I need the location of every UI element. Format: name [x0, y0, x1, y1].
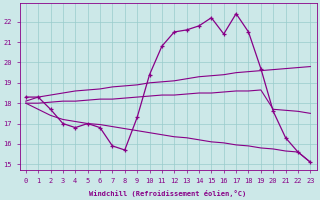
- X-axis label: Windchill (Refroidissement éolien,°C): Windchill (Refroidissement éolien,°C): [90, 190, 247, 197]
